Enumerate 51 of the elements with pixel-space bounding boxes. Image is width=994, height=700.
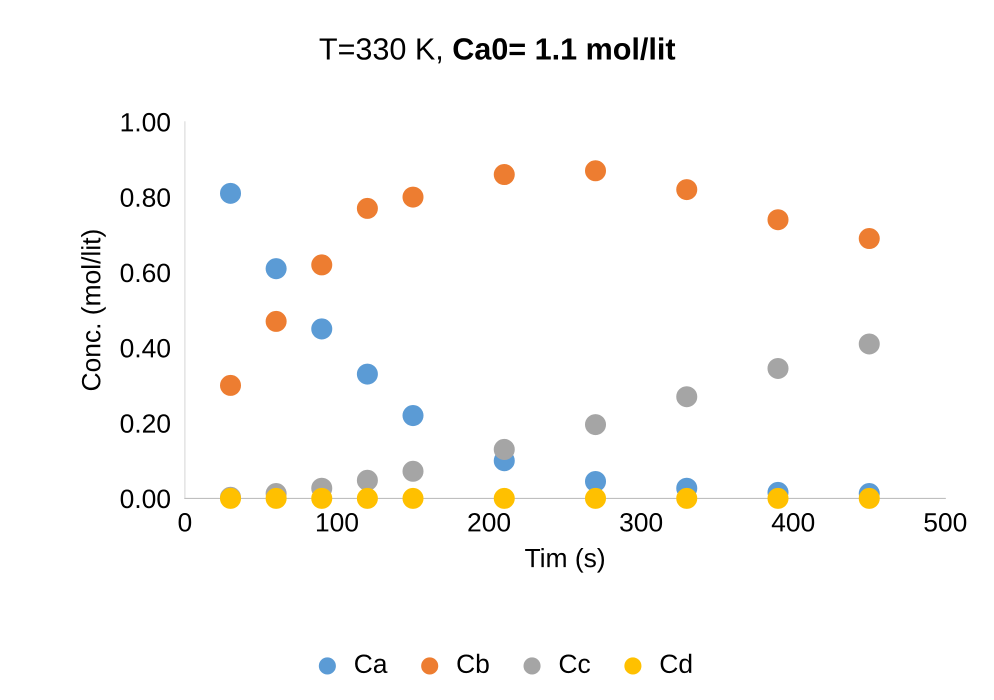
legend-label: Cb [457,654,489,674]
point [402,405,424,426]
point [584,470,606,492]
point [858,333,880,355]
x-tick-label: 300 [620,512,662,532]
legend-label: Ca [355,654,388,674]
point [858,488,880,509]
legend-label: Cd [660,654,692,674]
point [356,198,378,219]
point [356,470,378,491]
point [220,182,242,204]
y-tick-label: 0.40 [120,338,170,358]
point [311,488,332,509]
y-tick-label: 0.00 [120,490,170,508]
point [311,254,332,276]
point [676,179,698,200]
point [767,209,789,230]
x-tick-label: 400 [772,512,814,532]
point [767,488,789,509]
point [676,488,698,509]
point [676,386,698,408]
point [220,374,242,396]
x-tick-label: 100 [316,512,358,532]
point [402,460,424,482]
point [266,488,287,509]
point [767,358,789,379]
point [494,438,515,460]
point [311,318,332,340]
point [584,488,606,509]
point [356,488,378,509]
x-tick-label: 200 [468,512,510,532]
y-tick-label: 0.20 [120,414,170,433]
x-tick-label: 500 [924,512,966,532]
point [402,488,424,509]
point [584,414,606,436]
y-axis-title: Conc. (mol/lit) [81,230,106,390]
point [402,186,424,208]
chart-title: T=330 K, Ca0= 1.1 mol/lit [320,37,676,64]
x-axis-title: Tim (s) [525,548,604,573]
y-tick-label: 1.00 [122,112,170,132]
point [494,488,515,509]
x-tick-label: 0 [178,512,192,532]
y-tick-label: 0.80 [120,188,170,207]
point [356,364,378,385]
point [266,258,287,280]
point [494,164,515,186]
legend-label: Cc [560,654,590,674]
point [858,228,880,250]
y-tick-label: 0.60 [120,264,170,282]
point [266,310,287,332]
point [584,160,606,182]
